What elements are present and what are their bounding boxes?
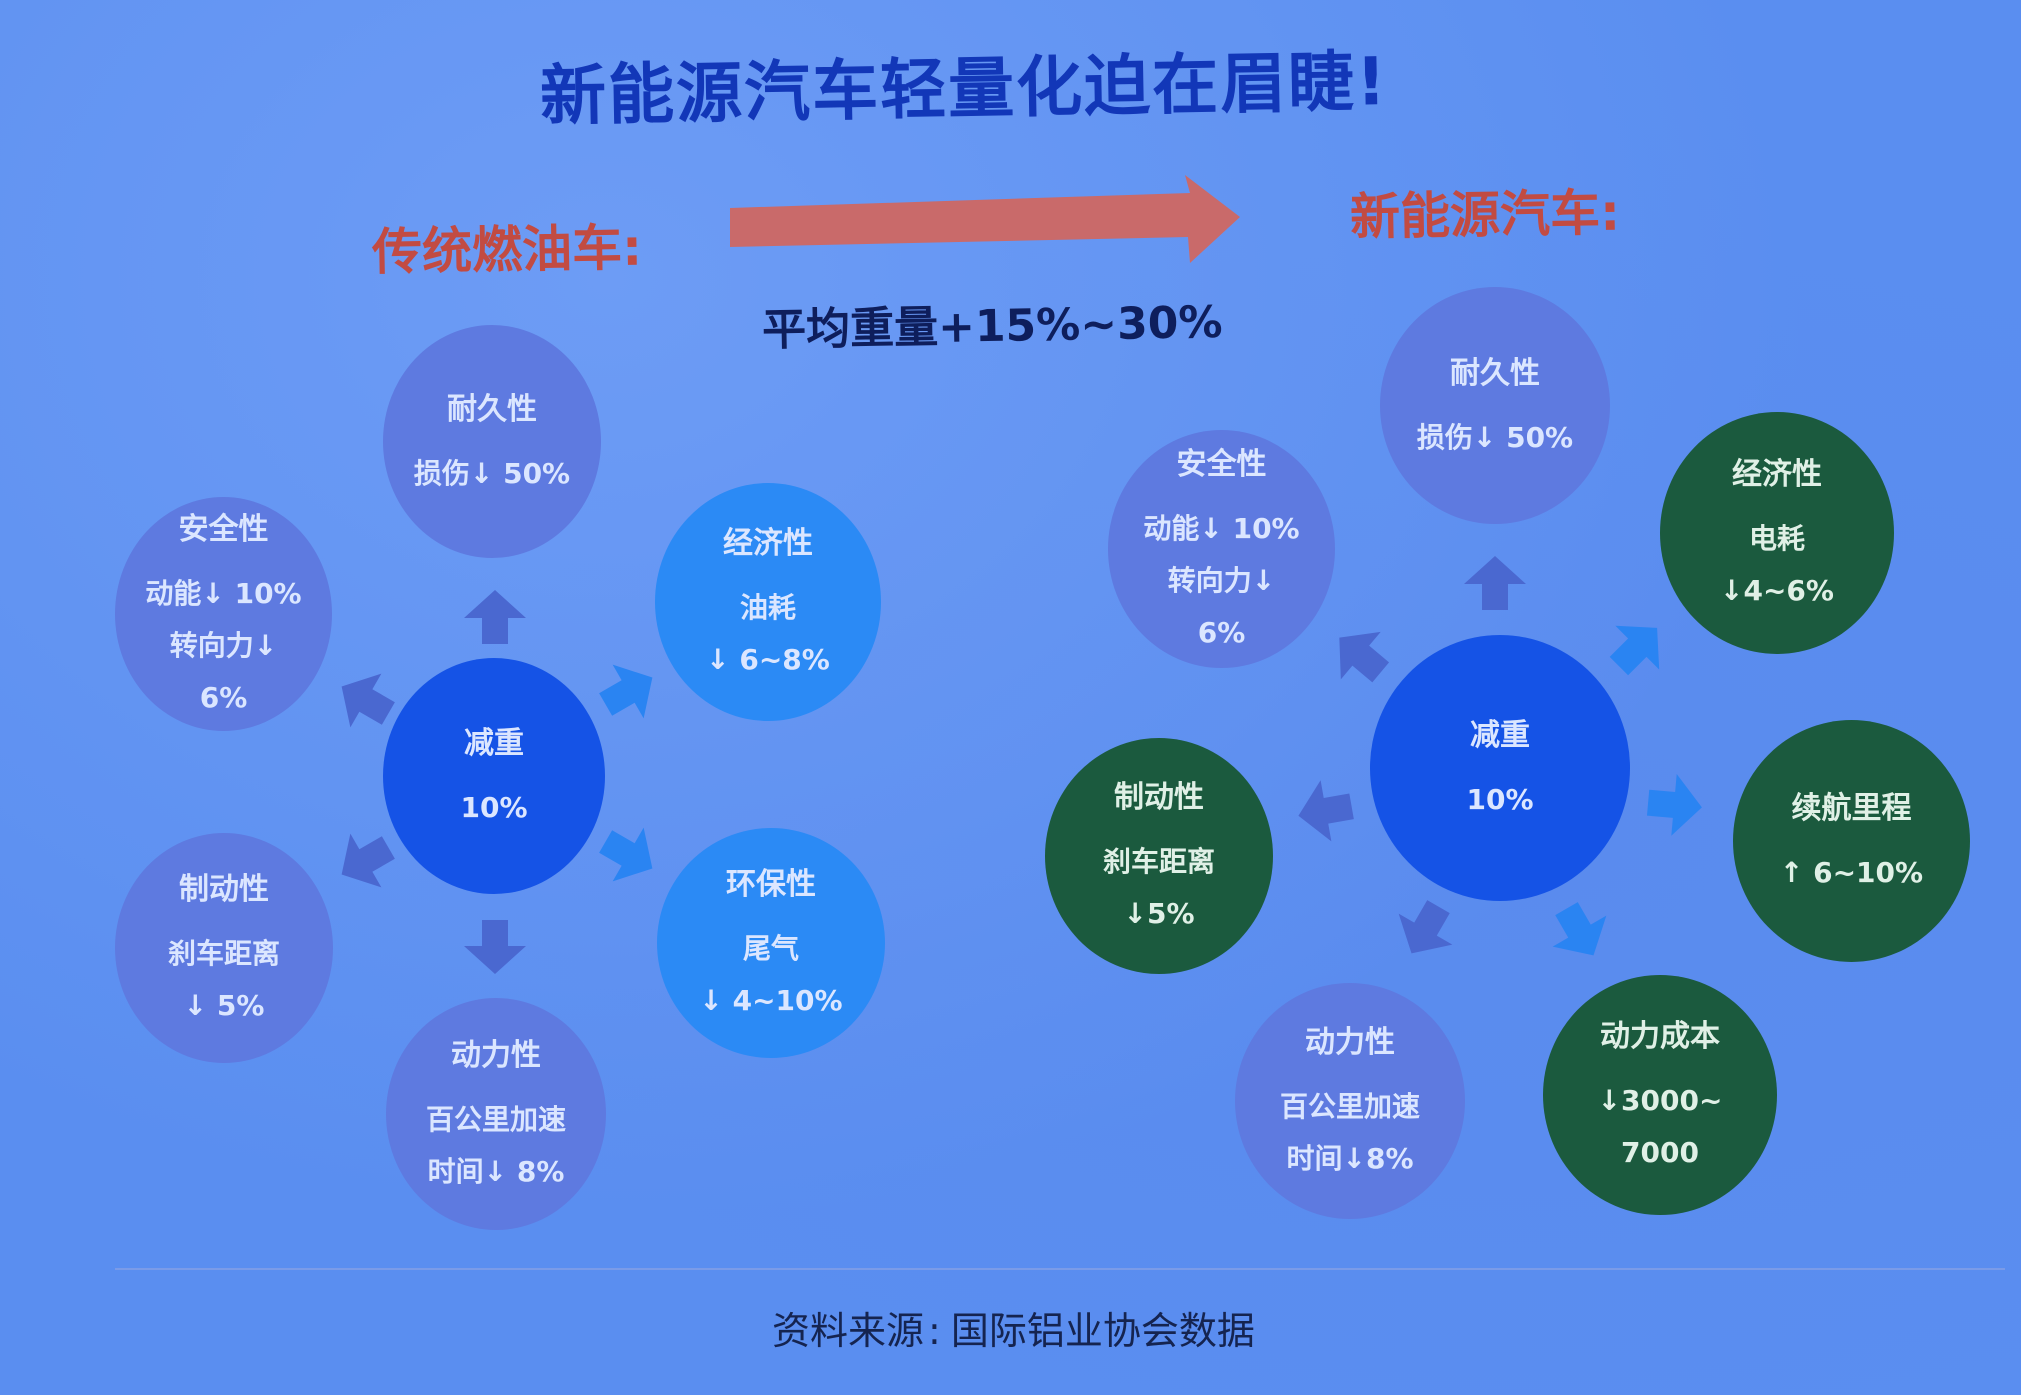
node-title: 安全性 (1176, 447, 1267, 482)
arrow-up-icon (1460, 548, 1530, 618)
node-line: 电耗 (1748, 522, 1805, 555)
node-title: 制动性 (1114, 780, 1204, 815)
source-colon: : (928, 1309, 941, 1353)
node-line: 尾气 (742, 932, 799, 965)
node-line: ↓4~6% (1720, 574, 1834, 607)
left-node-environment: 环保性 尾气 ↓ 4~10% (657, 828, 885, 1058)
node-line: ↓ 5% (183, 989, 265, 1022)
node-title: 环保性 (726, 867, 816, 902)
node-line: ↑ 6~10% (1779, 856, 1924, 889)
node-title: 经济性 (1732, 457, 1822, 492)
left-node-safety: 安全性 动能↓ 10% 转向力↓ 6% (115, 497, 332, 731)
arrow-lower-left-icon (1377, 882, 1473, 978)
node-line: 时间↓ 8% (427, 1155, 565, 1188)
arrow-upper-right-icon (1589, 598, 1688, 697)
right-center-node: 减重 10% (1370, 635, 1630, 901)
node-title: 动力性 (451, 1038, 541, 1073)
right-node-power: 动力性 百公里加速 时间↓8% (1235, 983, 1465, 1219)
node-line: 百公里加速 (425, 1103, 566, 1136)
node-line: 7000 (1621, 1136, 1699, 1169)
source-label: 资料来源 (772, 1309, 925, 1353)
node-line: 动能↓ 10% (1143, 512, 1300, 545)
node-line: ↓ 4~10% (699, 984, 843, 1017)
heading-conventional-car: 传统燃油车: (371, 218, 643, 282)
node-title: 安全性 (178, 512, 269, 547)
arrow-lower-right-icon (1532, 884, 1628, 980)
node-line: 时间↓8% (1286, 1142, 1414, 1175)
node-title: 动力成本 (1600, 1019, 1720, 1054)
footer-divider (115, 1268, 2005, 1270)
arrow-down-icon (460, 912, 530, 982)
arrow-up-icon (460, 582, 530, 652)
node-line: 油耗 (739, 591, 796, 624)
right-node-economy: 经济性 电耗 ↓4~6% (1660, 412, 1894, 654)
arrow-right-icon (1637, 767, 1713, 843)
node-line: 转向力↓ (1167, 564, 1276, 597)
node-title: 经济性 (723, 526, 813, 561)
node-line: ↓5% (1123, 897, 1195, 930)
left-center-value: 10% (460, 791, 528, 824)
arrow-lower-left-icon (317, 813, 413, 909)
left-node-power: 动力性 百公里加速 时间↓ 8% (386, 998, 606, 1230)
average-weight-text: 平均重量+15%~30% (761, 296, 1223, 357)
arrow-upper-left-icon (317, 652, 413, 748)
node-line: 刹车距离 (1102, 845, 1215, 878)
node-line: ↓ 6~8% (706, 643, 830, 676)
source-note: 资料来源: 国际铝业协会数据 (772, 1300, 1255, 1355)
right-node-range: 续航里程 ↑ 6~10% (1733, 720, 1970, 962)
node-line: 转向力↓ (169, 629, 278, 662)
node-line: ↓3000~ (1597, 1084, 1723, 1117)
left-node-durability: 耐久性 损伤↓ 50% (383, 325, 601, 558)
node-title: 制动性 (179, 872, 269, 907)
heading-new-energy-car: 新能源汽车: (1349, 183, 1621, 247)
left-center-node: 减重 10% (383, 658, 605, 894)
transition-arrow-icon (730, 175, 1240, 265)
right-node-safety: 安全性 动能↓ 10% 转向力↓ 6% (1108, 430, 1335, 668)
node-title: 续航里程 (1791, 791, 1912, 826)
right-node-durability: 耐久性 损伤↓ 50% (1380, 287, 1610, 524)
right-node-braking: 制动性 刹车距离 ↓5% (1045, 738, 1273, 974)
left-node-economy: 经济性 油耗 ↓ 6~8% (655, 483, 881, 721)
right-center-title: 减重 (1470, 718, 1530, 753)
arrow-upper-right-icon (581, 643, 677, 739)
node-line: 损伤↓ 50% (413, 456, 571, 490)
arrow-lower-right-icon (581, 807, 677, 903)
arrow-left-icon (1284, 770, 1365, 851)
left-center-title: 减重 (464, 726, 524, 761)
slide-title: 新能源汽车轻量化迫在眉睫! (539, 43, 1389, 135)
right-node-power-cost: 动力成本 ↓3000~ 7000 (1543, 975, 1777, 1215)
node-line: 6% (1197, 616, 1246, 649)
node-line: 6% (199, 681, 248, 714)
node-line: 刹车距离 (167, 937, 280, 970)
node-title: 耐久性 (447, 391, 537, 427)
source-text: 国际铝业协会数据 (950, 1309, 1255, 1353)
node-line: 损伤↓ 50% (1416, 420, 1574, 454)
node-line: 百公里加速 (1279, 1090, 1420, 1123)
node-title: 耐久性 (1450, 355, 1540, 391)
node-title: 动力性 (1305, 1025, 1395, 1060)
right-center-value: 10% (1466, 783, 1534, 816)
node-line: 动能↓ 10% (145, 577, 302, 610)
left-node-braking: 制动性 刹车距离 ↓ 5% (115, 833, 333, 1063)
arrow-upper-left-icon (1311, 606, 1410, 705)
